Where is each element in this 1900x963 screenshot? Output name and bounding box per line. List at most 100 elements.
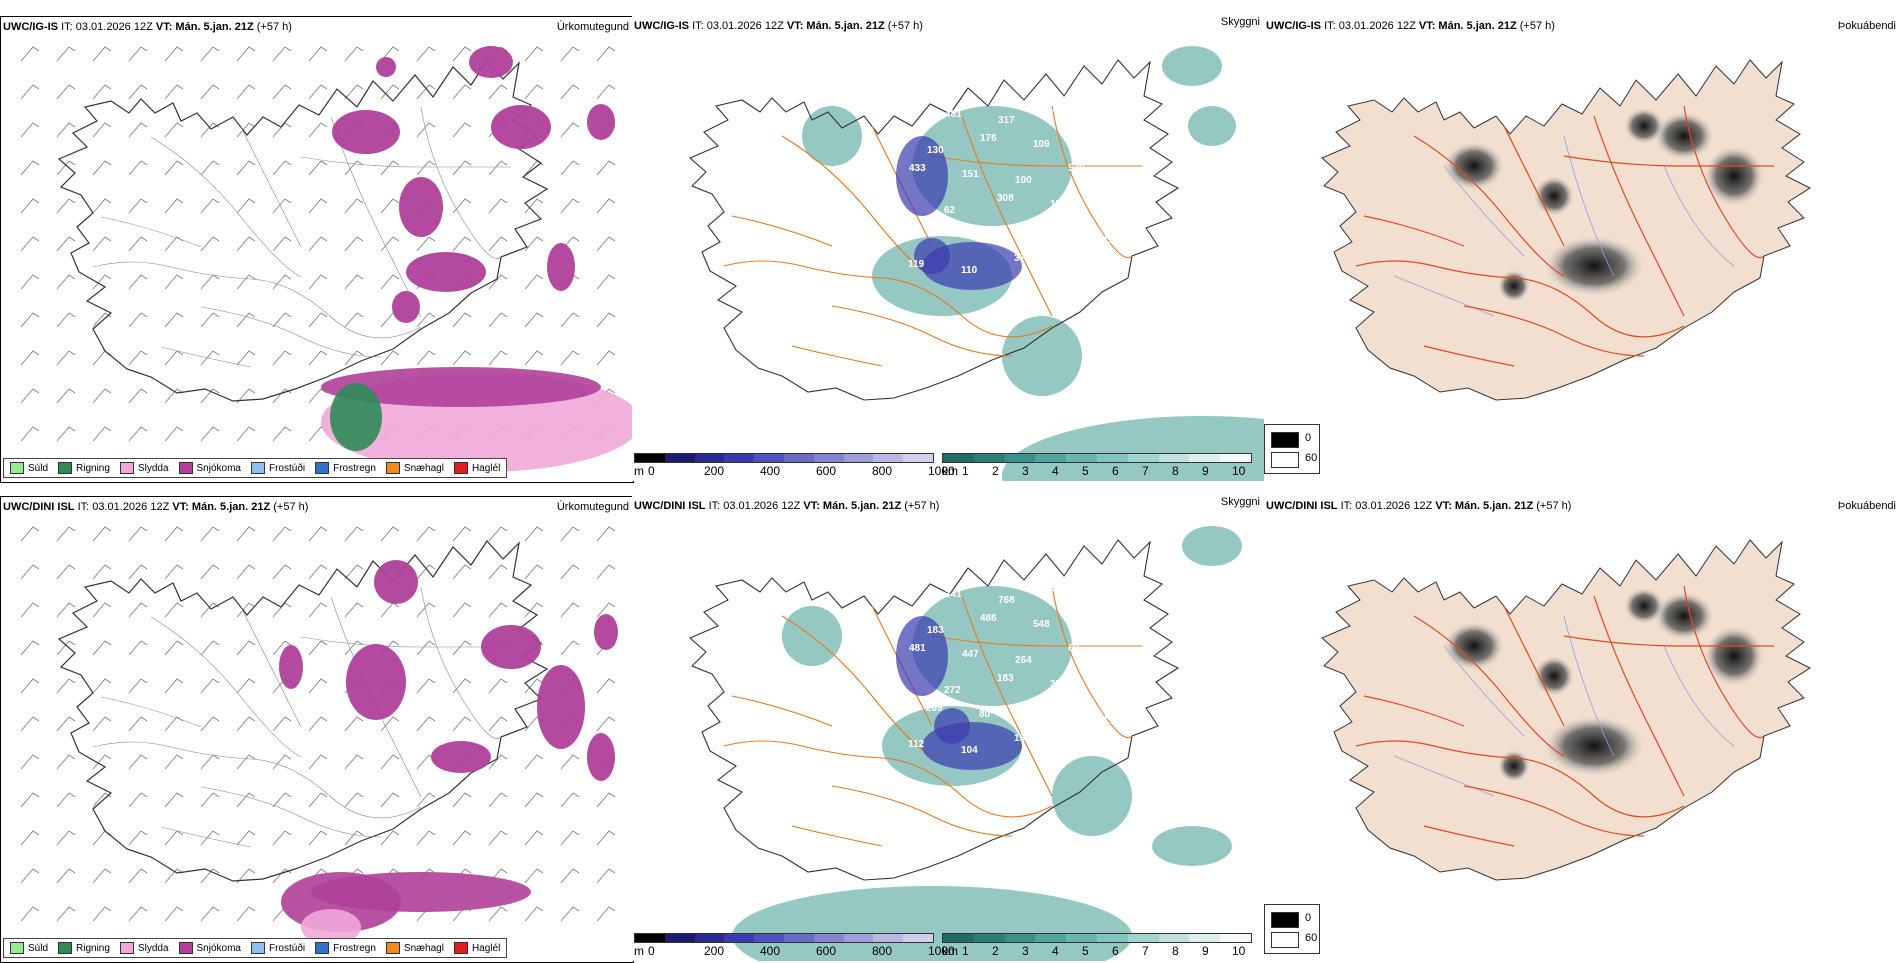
wind-barb (200, 602, 220, 618)
ceiling-value: 37 (1014, 253, 1026, 264)
visibility-colorbar: km 1 2 3 4 5 6 7 8 9 10 (942, 933, 1262, 959)
visibility-unit: km (942, 944, 958, 958)
fog-intensity-area (1624, 588, 1664, 624)
snowfall-areas (332, 46, 615, 323)
road (1413, 615, 1565, 757)
wind-barb (344, 792, 364, 808)
wind-barb (92, 46, 112, 62)
wind-barb (164, 526, 184, 542)
wind-barb (56, 830, 76, 846)
rivers (1393, 615, 1735, 797)
wind-barb (92, 602, 112, 618)
model-name: UWC/DINI ISL (634, 500, 706, 512)
wind-barb (164, 312, 184, 328)
wind-barb (164, 84, 184, 100)
ceiling-value: 154 (1032, 235, 1049, 246)
fog-legend-high (1271, 912, 1299, 928)
wind-barb (416, 678, 436, 694)
legend-label: Súld (28, 462, 49, 474)
coastline (688, 59, 1180, 401)
rivers (1393, 135, 1735, 317)
wind-barb (20, 792, 40, 808)
wind-barb (596, 716, 616, 732)
panel-header: UWC/DINI ISL IT: 03.01.2026 12Z VT: Mán.… (3, 501, 308, 513)
wind-barb (92, 122, 112, 138)
visibility-area (1152, 826, 1232, 866)
ceiling-value: 112 (908, 739, 925, 750)
wind-barb (200, 122, 220, 138)
wind-barb (92, 198, 112, 214)
wind-barb (236, 830, 256, 846)
wind-barb (308, 84, 328, 100)
wind-barb (452, 716, 472, 732)
wind-barb (560, 84, 580, 100)
wind-barb (20, 716, 40, 732)
wind-barb (164, 160, 184, 176)
wind-barb (20, 274, 40, 290)
wind-barb (452, 564, 472, 580)
wind-barb (596, 906, 616, 922)
legend-label: Haglél (471, 462, 501, 474)
wind-barb (344, 830, 364, 846)
ceiling-value: 949 (1051, 583, 1068, 594)
ceiling-value: 183 (997, 673, 1014, 684)
precip-area (330, 383, 382, 451)
ceiling-value: 62 (944, 205, 956, 216)
ceiling-value: 130 (927, 145, 944, 156)
wind-barb (596, 792, 616, 808)
ceiling-value: 80 (979, 709, 991, 720)
road (931, 635, 1142, 647)
ceiling-value: 110 (961, 265, 978, 276)
wind-barb (272, 564, 292, 580)
road (723, 740, 1053, 818)
wind-barb (560, 526, 580, 542)
fog-intensity-area (1654, 592, 1714, 640)
legend-label: Snjókoma (196, 942, 241, 954)
wind-barb (560, 350, 580, 366)
precip-type-legend: Súld Rigning Slydda Snjókoma Frostúði Frostre… (3, 938, 508, 958)
ceiling-areas (896, 136, 1022, 290)
wind-barb (488, 602, 508, 618)
road (791, 825, 883, 847)
wind-barb (308, 350, 328, 366)
wind-barb (488, 160, 508, 176)
wind-barb (416, 236, 436, 252)
wind-barb (488, 754, 508, 770)
wind-barb (524, 350, 544, 366)
wind-barb (560, 198, 580, 214)
wind-barb (308, 754, 328, 770)
legend-swatch (315, 942, 330, 954)
legend-item: Súld (10, 462, 48, 474)
wind-barb (596, 198, 616, 214)
wind-barb (56, 84, 76, 100)
wind-barb (236, 160, 256, 176)
legend-label: Rigning (76, 462, 110, 474)
wind-barb (164, 678, 184, 694)
legend-swatch (250, 462, 265, 474)
wind-barb (416, 312, 436, 328)
road (420, 106, 502, 259)
wind-barb (380, 46, 400, 62)
wind-barb (308, 564, 328, 580)
snowfall-area (406, 252, 486, 292)
road (200, 786, 382, 838)
ceiling-value: 151 (1085, 733, 1102, 744)
wind-barb (344, 754, 364, 770)
visibility-tick: 8 (1172, 464, 1179, 478)
road (1563, 155, 1774, 167)
legend-item: Snæhagl (385, 942, 444, 954)
wind-barb (236, 526, 256, 542)
legend-item: Frostúði (250, 942, 305, 954)
valid-time-label: VT: (1435, 500, 1452, 512)
model-name: UWC/DINI ISL (3, 501, 75, 513)
roads-grey (92, 586, 511, 848)
fog-legend-high (1271, 432, 1299, 448)
wind-barb (56, 640, 76, 656)
river (1563, 135, 1615, 277)
wind-barb (200, 84, 220, 100)
ceiling-tick: 800 (872, 464, 893, 478)
visibility-area (1002, 316, 1082, 396)
wind-barbs (20, 526, 616, 922)
ceiling-tick: 600 (816, 464, 837, 478)
visibility-tick: 3 (1022, 944, 1029, 958)
